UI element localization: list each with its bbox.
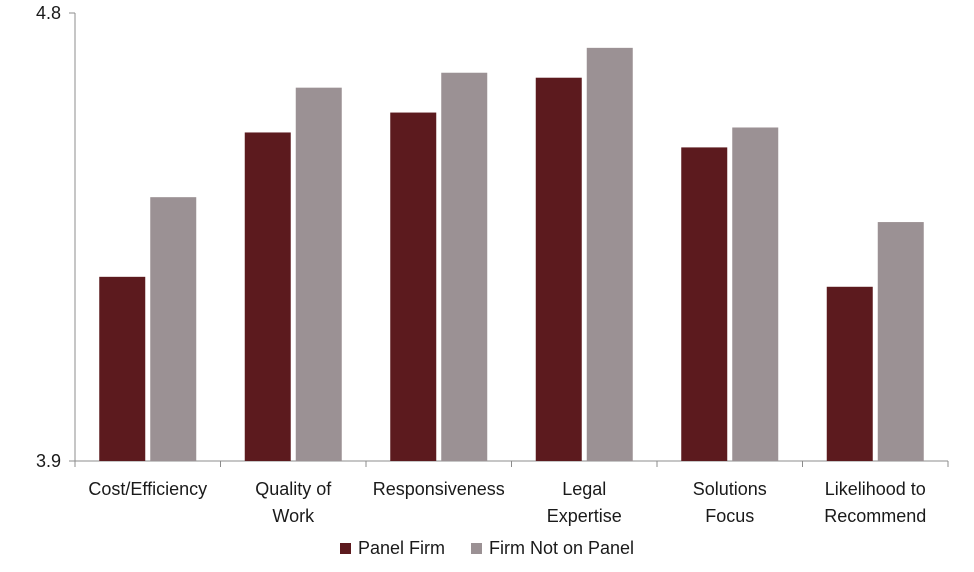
bar-chart: 4.8 3.9 Cost/Efficiency Quality of Work Resp… [36, 3, 949, 526]
legend-swatch-panel-firm [339, 543, 351, 554]
x-category-label: Responsiveness [373, 479, 505, 499]
axes: 4.8 3.9 [36, 3, 949, 471]
x-category-label: Cost/Efficiency [88, 479, 207, 499]
x-category-label: Work [272, 506, 315, 526]
bar-panel-firm-2 [390, 112, 437, 462]
bar-panel-firm-4 [681, 147, 728, 461]
bar-panel-firm-3 [535, 77, 582, 461]
category-labels: Cost/Efficiency Quality of Work Responsiven… [88, 479, 926, 526]
bar-firm-not-on-panel-5 [877, 222, 924, 461]
bar-firm-not-on-panel-3 [586, 47, 633, 461]
y-tick-label: 4.8 [36, 3, 61, 23]
x-category-label: Legal [562, 479, 606, 499]
legend: Panel Firm Firm Not on Panel [0, 538, 974, 559]
x-category-label: Solutions [693, 479, 767, 499]
bar-panel-firm-5 [826, 286, 873, 461]
legend-item-panel-firm: Panel Firm [339, 538, 445, 559]
legend-label-panel-firm: Panel Firm [357, 538, 445, 558]
x-category-label: Likelihood to [825, 479, 926, 499]
x-category-label: Quality of [255, 479, 332, 499]
legend-swatch-firm-not-on-panel [470, 543, 482, 554]
x-category-label: Focus [705, 506, 754, 526]
bar-firm-not-on-panel-0 [150, 197, 197, 461]
x-category-label: Recommend [824, 506, 926, 526]
bar-firm-not-on-panel-1 [295, 87, 342, 462]
y-tick-label: 3.9 [36, 451, 61, 471]
legend-label-firm-not-on-panel: Firm Not on Panel [488, 538, 635, 558]
bar-panel-firm-0 [99, 276, 146, 461]
bar-panel-firm-1 [244, 132, 291, 461]
bars [99, 47, 924, 462]
x-category-label: Expertise [547, 506, 622, 526]
legend-item-firm-not-on-panel: Firm Not on Panel [470, 538, 635, 559]
bar-firm-not-on-panel-2 [441, 72, 488, 461]
bar-firm-not-on-panel-4 [732, 127, 779, 461]
